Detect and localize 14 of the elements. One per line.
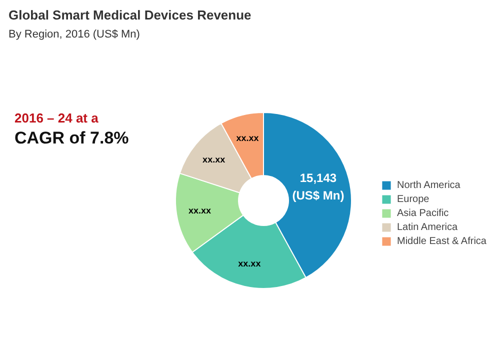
legend-label: Europe — [397, 194, 430, 204]
legend-label: Latin America — [397, 222, 458, 232]
legend-label: North America — [397, 180, 460, 190]
legend-label: Middle East & Africa — [397, 236, 486, 246]
data-label: xx.xx — [236, 133, 259, 144]
text: CAGR of 7.8% — [14, 128, 129, 148]
text: By Region, 2016 (US$ Mn) — [8, 28, 140, 40]
data-label: xx.xx — [188, 206, 212, 216]
data-label: xx.xx — [202, 154, 226, 164]
data-label: xx.xx — [238, 258, 261, 268]
chart-title: Global Smart Medical Devices Revenue — [8, 8, 252, 22]
text: 2016 – 24 at a — [14, 110, 100, 126]
data-label: 15,143 (US$ Mn) — [292, 170, 344, 202]
legend-label: Asia Pacific — [397, 208, 449, 218]
